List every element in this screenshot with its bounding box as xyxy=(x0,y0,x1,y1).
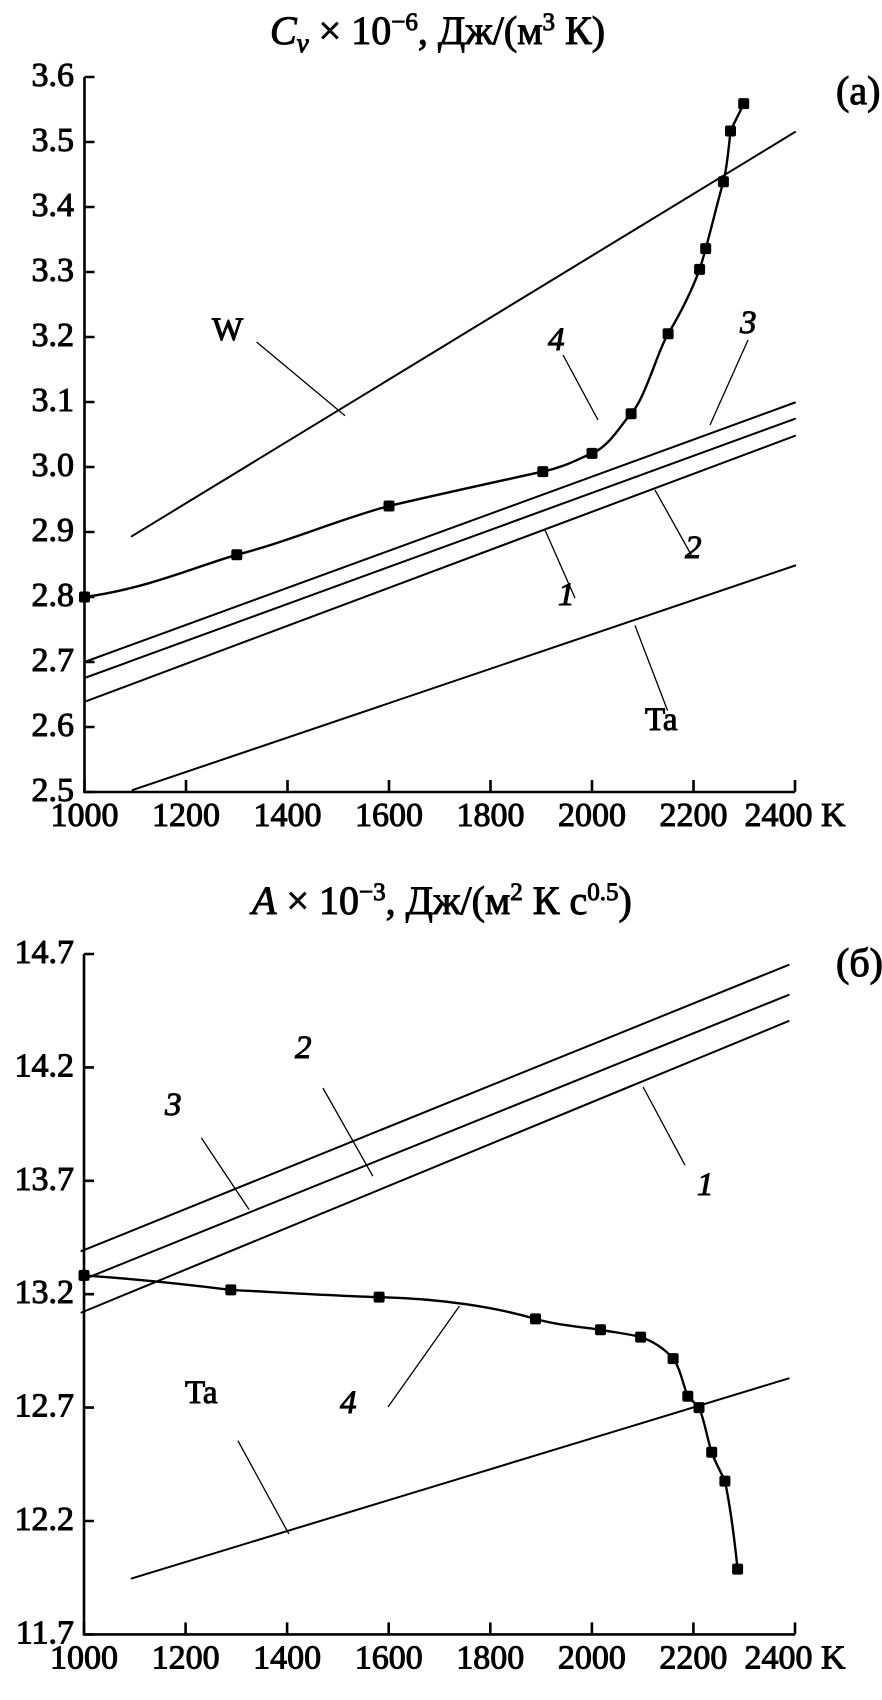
svg-text:1400: 1400 xyxy=(253,1639,321,1676)
svg-text:1600: 1600 xyxy=(355,1639,423,1676)
svg-text:2.6: 2.6 xyxy=(32,707,75,744)
svg-text:12.7: 12.7 xyxy=(15,1388,75,1425)
svg-text:1: 1 xyxy=(558,577,575,613)
svg-text:2400 K: 2400 K xyxy=(744,1639,846,1676)
svg-text:W: W xyxy=(212,312,244,348)
svg-text:3: 3 xyxy=(739,305,757,341)
svg-text:3.2: 3.2 xyxy=(32,317,75,354)
svg-text:A × 10−3, Дж/(м2 К с0.5): A × 10−3, Дж/(м2 К с0.5) xyxy=(249,878,632,923)
svg-text:(а): (а) xyxy=(836,68,880,113)
svg-text:Ta: Ta xyxy=(185,1375,218,1411)
svg-text:14.7: 14.7 xyxy=(15,934,75,971)
svg-text:14.2: 14.2 xyxy=(15,1047,75,1084)
svg-text:2.9: 2.9 xyxy=(32,512,75,549)
svg-text:2400 K: 2400 K xyxy=(744,797,846,834)
svg-text:2200: 2200 xyxy=(659,1639,727,1676)
svg-text:1: 1 xyxy=(697,1167,714,1203)
svg-text:1600: 1600 xyxy=(355,797,423,834)
svg-text:4: 4 xyxy=(340,1385,357,1421)
svg-text:3.6: 3.6 xyxy=(32,57,75,94)
svg-text:4: 4 xyxy=(548,322,565,358)
svg-text:2.7: 2.7 xyxy=(32,642,75,679)
svg-text:1800: 1800 xyxy=(456,1639,524,1676)
svg-text:Ta: Ta xyxy=(645,702,678,738)
svg-text:3.4: 3.4 xyxy=(32,187,75,224)
svg-text:1800: 1800 xyxy=(457,797,525,834)
svg-text:13.7: 13.7 xyxy=(15,1161,75,1198)
svg-text:3.3: 3.3 xyxy=(32,252,75,289)
svg-text:3.0: 3.0 xyxy=(32,447,75,484)
svg-text:1000: 1000 xyxy=(51,797,119,834)
svg-text:1200: 1200 xyxy=(152,1639,220,1676)
svg-text:13.2: 13.2 xyxy=(15,1274,75,1311)
svg-text:2.8: 2.8 xyxy=(32,577,75,614)
svg-text:2200: 2200 xyxy=(660,797,728,834)
svg-text:1200: 1200 xyxy=(152,797,220,834)
svg-text:1400: 1400 xyxy=(254,797,322,834)
svg-text:1000: 1000 xyxy=(50,1639,118,1676)
svg-text:2000: 2000 xyxy=(558,797,626,834)
svg-text:3.5: 3.5 xyxy=(32,122,75,159)
svg-text:3: 3 xyxy=(164,1087,182,1123)
svg-text:3.1: 3.1 xyxy=(32,382,75,419)
svg-text:12.2: 12.2 xyxy=(15,1501,75,1538)
svg-text:(б): (б) xyxy=(836,940,882,985)
svg-text:Cv × 10−6, Дж/(м3 К): Cv × 10−6, Дж/(м3 К) xyxy=(270,8,605,58)
svg-text:2: 2 xyxy=(295,1030,312,1066)
svg-text:2000: 2000 xyxy=(558,1639,626,1676)
